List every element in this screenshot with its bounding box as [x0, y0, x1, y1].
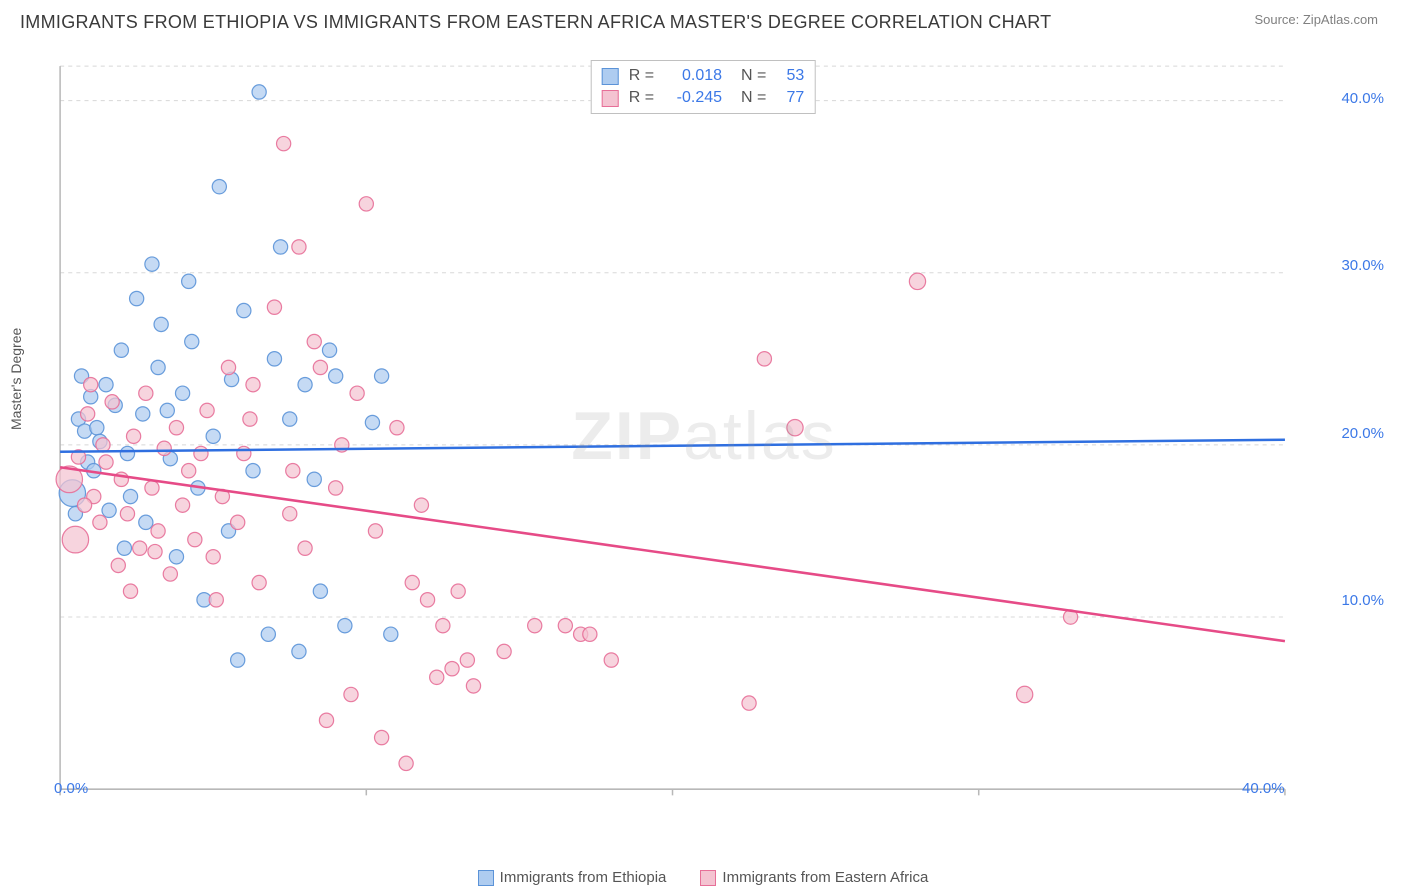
legend-item: Immigrants from Ethiopia — [478, 869, 667, 886]
stats-legend: R = 0.018 N = 53R = -0.245 N = 77 — [591, 60, 816, 114]
x-tick-label: 0.0% — [54, 780, 88, 797]
series-legend: Immigrants from Ethiopia Immigrants from … — [0, 869, 1406, 886]
stat-r-label: R = — [629, 87, 654, 109]
y-axis-label: Master's Degree — [8, 328, 24, 430]
legend-swatch — [478, 870, 494, 886]
legend-swatch — [700, 870, 716, 886]
stat-r-value: 0.018 — [664, 65, 722, 87]
y-tick-label: 10.0% — [1341, 592, 1384, 609]
stats-legend-row: R = -0.245 N = 77 — [602, 87, 805, 109]
stat-r-value: -0.245 — [664, 87, 722, 109]
y-tick-label: 40.0% — [1341, 90, 1384, 107]
stat-n-label: N = — [732, 87, 766, 109]
legend-swatch — [602, 90, 619, 107]
stat-n-value: 77 — [776, 87, 804, 109]
chart-title: IMMIGRANTS FROM ETHIOPIA VS IMMIGRANTS F… — [20, 12, 1051, 33]
stats-legend-row: R = 0.018 N = 53 — [602, 65, 805, 87]
legend-label: Immigrants from Ethiopia — [500, 869, 667, 886]
x-tick-label: 40.0% — [1242, 780, 1285, 797]
chart-area: ZIPatlas — [54, 60, 1354, 820]
stat-n-label: N = — [732, 65, 766, 87]
stat-n-value: 53 — [776, 65, 804, 87]
legend-swatch — [602, 68, 619, 85]
legend-item: Immigrants from Eastern Africa — [700, 869, 928, 886]
source-attribution: Source: ZipAtlas.com — [1254, 12, 1378, 27]
scatter-plot — [54, 60, 1354, 820]
y-tick-label: 30.0% — [1341, 257, 1384, 274]
legend-label: Immigrants from Eastern Africa — [722, 869, 928, 886]
stat-r-label: R = — [629, 65, 654, 87]
y-tick-label: 20.0% — [1341, 425, 1384, 442]
